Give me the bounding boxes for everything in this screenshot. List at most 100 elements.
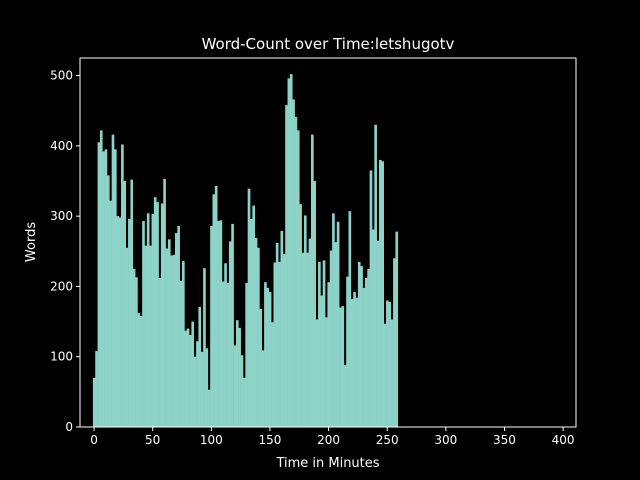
bar [261, 350, 265, 427]
bar [191, 321, 195, 427]
y-axis-ticks: 0 100 200 300 400 500 [50, 69, 80, 434]
y-tick-label: 500 [50, 69, 73, 83]
x-tick-label: 300 [434, 433, 457, 447]
bar [346, 276, 349, 427]
bar [245, 282, 248, 427]
bar [390, 319, 394, 427]
bar [336, 221, 340, 427]
bar [97, 142, 101, 427]
y-axis-label: Words [24, 222, 39, 262]
bar [332, 213, 335, 427]
bar [289, 74, 293, 428]
bar [348, 211, 352, 427]
bar [318, 261, 321, 427]
bar [252, 205, 256, 427]
bar [247, 188, 251, 427]
bar [386, 300, 389, 427]
bar [322, 260, 326, 427]
bar [200, 351, 204, 427]
bar [395, 231, 399, 427]
x-tick-label: 0 [90, 433, 98, 447]
bar [214, 185, 218, 427]
bar [149, 245, 152, 427]
bar [198, 306, 202, 427]
bar [151, 214, 155, 427]
y-tick-label: 400 [50, 139, 73, 153]
bar [212, 194, 216, 427]
bar [137, 313, 141, 427]
y-tick-label: 0 [65, 420, 73, 434]
plot-frame [79, 57, 577, 428]
bar [121, 144, 124, 427]
bar [221, 281, 225, 427]
bar [388, 301, 392, 427]
bar [266, 287, 270, 427]
bar [123, 181, 127, 427]
bar [203, 268, 206, 427]
bar [357, 261, 361, 427]
bar [367, 268, 370, 427]
bar [282, 254, 286, 427]
bar [189, 334, 192, 427]
bar [186, 328, 190, 427]
bar [92, 377, 96, 427]
bar [303, 215, 307, 427]
bar [182, 261, 185, 427]
bar [240, 355, 244, 427]
bar [235, 320, 239, 427]
bar [329, 250, 333, 427]
bar [325, 317, 328, 427]
bar [106, 175, 110, 427]
bar [320, 295, 324, 427]
bar [228, 241, 232, 427]
bar [292, 99, 295, 427]
bar [327, 282, 331, 427]
bar [350, 299, 354, 427]
y-tick-label: 100 [50, 350, 73, 364]
bar [242, 377, 246, 427]
x-tick-label: 400 [552, 433, 575, 447]
bar [383, 323, 387, 427]
bar [364, 277, 368, 427]
bar [196, 341, 199, 427]
bar [167, 239, 171, 427]
bar [355, 297, 359, 427]
bar [238, 327, 241, 427]
bar [381, 161, 384, 427]
bar [219, 220, 223, 427]
bar [226, 282, 230, 427]
bar [369, 170, 373, 427]
bar [231, 223, 234, 427]
bar [353, 292, 356, 427]
bars-group [92, 74, 399, 428]
bar [125, 247, 129, 427]
bar [135, 277, 138, 427]
bar [250, 218, 253, 427]
x-axis-ticks: 0 50 100 150 200 250 300 350 400 [90, 427, 575, 447]
bar [254, 237, 258, 427]
bar [193, 356, 197, 427]
bar [313, 181, 316, 427]
x-tick-label: 150 [259, 433, 282, 447]
bar [170, 255, 173, 427]
bar [132, 268, 136, 427]
bar [306, 252, 309, 427]
bar [109, 200, 112, 427]
bar [205, 348, 209, 427]
bar [374, 124, 377, 428]
bar [362, 287, 366, 427]
x-tick-label: 50 [145, 433, 160, 447]
bar [334, 242, 338, 427]
bar [259, 308, 263, 427]
bar [102, 151, 105, 428]
bar [294, 117, 298, 427]
bar [341, 306, 345, 427]
bar [339, 307, 342, 427]
x-tick-label: 250 [376, 433, 399, 447]
bar [379, 159, 382, 427]
bar [104, 149, 108, 427]
bar [268, 292, 272, 427]
bar [179, 280, 183, 427]
bar [299, 204, 302, 427]
bar [156, 202, 159, 427]
